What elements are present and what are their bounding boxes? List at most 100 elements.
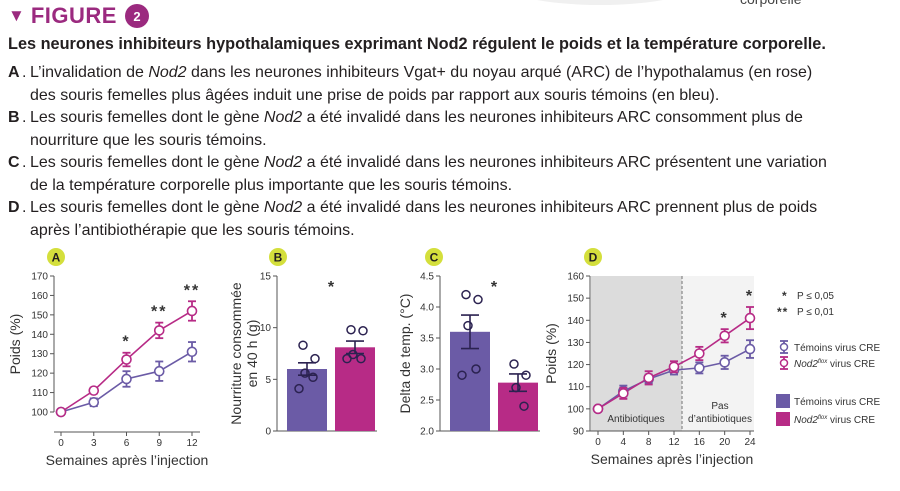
y-tick-label: 140 <box>31 330 48 341</box>
item-text: a été invalidé dans les neurones inhibit… <box>302 109 803 126</box>
x-tick-label: 12 <box>186 438 198 449</box>
y-tick-label: 110 <box>32 388 48 399</box>
x-tick-label: 16 <box>694 437 706 448</box>
y-axis-title: Poids (%) <box>7 314 23 375</box>
y-tick-label: 15 <box>260 272 272 283</box>
data-points-control <box>457 289 483 380</box>
error-bar-nod2 <box>509 373 527 393</box>
panel-badge-letter: D <box>589 251 598 265</box>
data-point <box>643 372 654 384</box>
item-text: L’invalidation de <box>30 64 149 81</box>
chart-panel-d: Antibiotiques Pas d’antibiotiques 90 100 110 1… <box>543 272 756 468</box>
y-tick-label: 5 <box>265 375 271 386</box>
data-point <box>186 346 198 358</box>
data-point <box>719 330 730 342</box>
panel-badge-circle <box>269 248 287 266</box>
series-markers-nod2 <box>55 300 198 418</box>
data-point <box>618 388 629 399</box>
legend-line-marker-nod2 <box>779 356 789 370</box>
data-point <box>744 343 756 355</box>
x-axis-title: Semaines après l’injection <box>46 452 209 468</box>
item-text: a été invalidé dans les neurones inhibit… <box>302 154 827 171</box>
data-point <box>457 370 467 380</box>
y-axis-title: Delta de temp. (°C) <box>397 294 413 414</box>
y-tick-label: 110 <box>568 382 584 393</box>
legend-circle <box>779 358 789 368</box>
x-tick-label: 0 <box>58 438 64 449</box>
x-tick-label: 4 <box>621 437 627 448</box>
item-letter: C <box>8 154 20 171</box>
y-tick-label: 130 <box>31 349 48 360</box>
data-point <box>668 361 680 373</box>
figure-legend: * P ≤ 0,05 ** P ≤ 0,01 Témoins virus CRE Nod2… <box>776 289 880 426</box>
significance-mark: * <box>746 288 754 305</box>
gene-name: Nod2 <box>794 359 818 370</box>
data-point <box>521 370 531 380</box>
data-point <box>153 325 165 336</box>
item-text: dans les neurones inhibiteurs Vgat+ du n… <box>186 64 813 81</box>
y-tick-label: 10 <box>260 323 272 334</box>
panel-badge: B <box>269 248 287 266</box>
y-axis-title: Nourriture consommée <box>228 282 244 425</box>
significance-mark: * <box>721 310 729 327</box>
x-tick-label: 20 <box>719 437 731 448</box>
item-letter: B <box>8 109 20 126</box>
sig-legend-mark: * <box>782 289 787 303</box>
data-point <box>461 289 471 300</box>
item-text: nourriture que les souris témoins. <box>30 131 267 149</box>
significance-mark: * <box>122 334 130 351</box>
panel-badge: A <box>47 248 65 266</box>
error-bar-nod2 <box>346 340 364 355</box>
x-tick-label: 24 <box>744 437 756 448</box>
chart-panel-c: 2.0 2.5 3.0 3.5 4.0 4.5 * Delta de temp. (°C) <box>397 272 540 438</box>
y-axis-title-line2: en 40 h (g) <box>244 320 260 388</box>
data-point <box>310 353 320 364</box>
data-point <box>519 401 529 411</box>
x-axis-title: Semaines après l’injection <box>591 451 754 467</box>
sig-legend-text: P ≤ 0,01 <box>797 307 834 318</box>
figure-number-badge: 2 <box>124 4 149 28</box>
y-tick-label: 120 <box>567 360 584 371</box>
data-point <box>694 348 705 359</box>
series-markers-nod2 <box>592 306 756 415</box>
cut-text: corporelle <box>740 0 801 7</box>
y-tick-label: 3.5 <box>420 334 434 345</box>
decorative-circle <box>500 0 700 5</box>
gene-name: Nod2 <box>263 109 303 126</box>
data-point <box>744 312 756 324</box>
region-label: Antibiotiques <box>607 414 664 425</box>
gene-name: Nod2 <box>148 64 187 81</box>
chart-panel-b: 0 5 10 15 * Nourriture consommée en 40 h (g) <box>228 272 377 438</box>
legend-label-control: Témoins virus CRE <box>794 397 880 408</box>
data-point <box>694 362 705 374</box>
panel-badge-letter: A <box>52 251 61 265</box>
y-tick-label: 4.0 <box>420 303 434 314</box>
legend-label-rest: virus CRE <box>827 415 875 426</box>
data-point <box>121 373 132 385</box>
x-tick-label: 8 <box>646 437 652 448</box>
significance-mark: ** <box>151 304 167 321</box>
x-tick-label: 12 <box>668 437 680 448</box>
region-label: Pas <box>711 401 728 412</box>
sig-legend-text: P ≤ 0,05 <box>797 291 834 302</box>
bar-control <box>287 369 327 431</box>
data-point <box>463 320 473 331</box>
y-tick-label: 140 <box>567 316 584 327</box>
legend-label-control: Témoins virus CRE <box>794 343 880 354</box>
figure-subtitle: Les neurones inhibiteurs hypothalamiques… <box>8 35 826 53</box>
data-point <box>346 324 356 335</box>
caption-list: A. L’invalidation de Nod2 dans les neuro… <box>8 62 888 242</box>
significance-mark: ** <box>184 282 200 299</box>
data-point <box>186 305 198 317</box>
y-tick-label: 2.5 <box>420 396 434 407</box>
y-tick-label: 150 <box>31 310 48 321</box>
legend-line-marker-control <box>779 340 789 354</box>
data-point <box>153 365 165 377</box>
data-point <box>509 359 519 369</box>
figure-label: FIGURE <box>30 3 117 28</box>
x-tick-label: 3 <box>91 438 97 449</box>
y-tick-label: 160 <box>567 272 584 283</box>
triangle-down-icon[interactable]: ▼ <box>8 6 25 25</box>
y-axis-title: Poids (%) <box>543 323 559 384</box>
